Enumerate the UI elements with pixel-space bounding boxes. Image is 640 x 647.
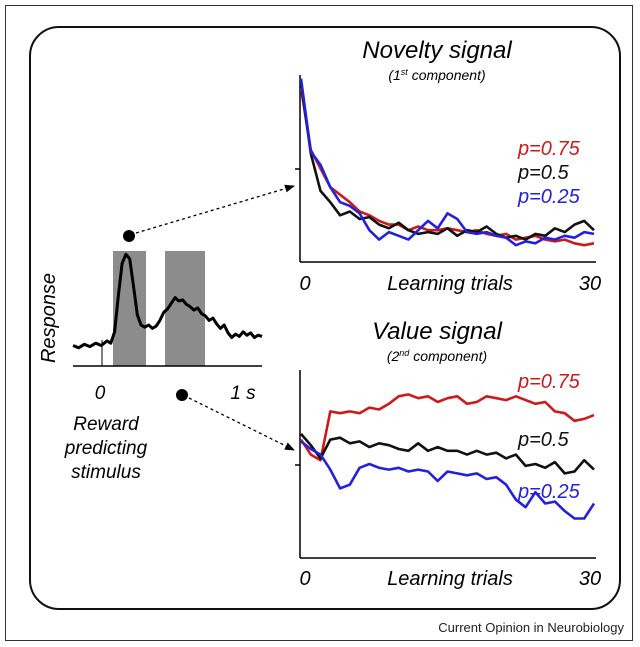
value-legend-label-1: p=0.5 — [517, 429, 569, 451]
response-x-tick-end: 1 s — [230, 383, 256, 404]
figure-frame — [5, 5, 633, 641]
novelty-series — [299, 78, 595, 247]
novelty-plot: Novelty signal (1st component) p=0.75p=0… — [295, 37, 601, 295]
novelty-series-line-2 — [299, 78, 595, 247]
novelty-legend: p=0.75p=0.5p=0.25 — [517, 138, 581, 208]
value-x-tick-end: 30 — [579, 568, 601, 590]
figure-panel — [29, 26, 621, 610]
novelty-subtitle-rest: component) — [408, 67, 486, 83]
value-subtitle-rest: component) — [409, 348, 487, 364]
journal-credit: Current Opinion in Neurobiology — [438, 620, 624, 635]
novelty-legend-label-0: p=0.75 — [517, 138, 581, 160]
novelty-subtitle-sup: st — [401, 67, 409, 77]
value-title: Value signal — [372, 318, 503, 345]
novelty-x-tick-start: 0 — [299, 273, 310, 295]
value-plot: Value signal (2nd component) p=0.75 p=0.5… — [295, 318, 601, 590]
arrow-to-novelty — [135, 184, 295, 234]
value-series — [299, 393, 596, 520]
response-ylabel: Response — [38, 273, 60, 363]
value-subtitle-sup: nd — [399, 348, 410, 358]
stimulus-caption-line-1: Reward — [73, 414, 140, 435]
value-legend-label-2: p=0.25 — [517, 481, 581, 503]
value-subtitle: (2nd component) — [387, 348, 487, 364]
arrow-to-value — [188, 397, 295, 451]
value-series-line-0 — [299, 393, 595, 462]
novelty-legend-label-1: p=0.5 — [517, 162, 569, 184]
value-x-tick-start: 0 — [299, 568, 310, 590]
stimulus-caption-line-3: stimulus — [71, 462, 141, 483]
stimulus-caption-line-2: predicting — [64, 438, 148, 459]
value-xlabel: Learning trials — [387, 568, 513, 590]
value-series-line-1 — [300, 433, 595, 475]
novelty-xlabel: Learning trials — [387, 273, 513, 295]
connectors — [123, 184, 295, 451]
late-window-marker — [176, 389, 188, 401]
value-series-line-2 — [300, 440, 596, 520]
value-legend: p=0.75 p=0.5 p=0.25 — [517, 371, 581, 503]
novelty-legend-label-2: p=0.25 — [517, 186, 581, 208]
novelty-series-line-1 — [299, 82, 595, 241]
novelty-title: Novelty signal — [362, 37, 512, 64]
novelty-x-tick-end: 30 — [579, 273, 601, 295]
value-legend-label-0: p=0.75 — [517, 371, 581, 393]
novelty-subtitle: (1st component) — [388, 67, 485, 83]
response-trace — [72, 252, 263, 350]
response-x-tick-start: 0 — [95, 383, 106, 404]
response-plot: Response 0 1 s Reward predicting stimulu… — [38, 251, 263, 483]
early-window-marker — [123, 230, 135, 242]
